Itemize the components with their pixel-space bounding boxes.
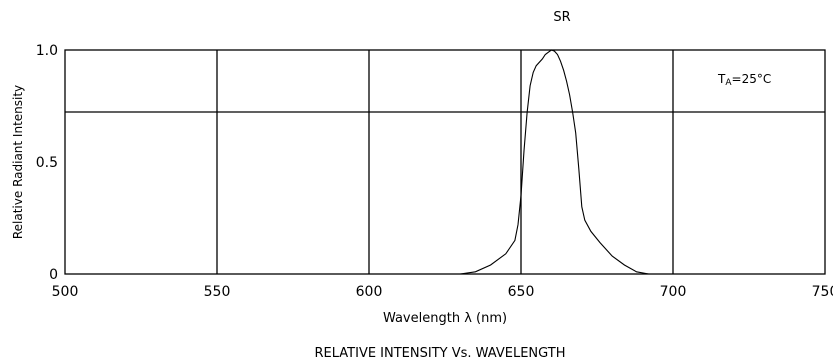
grid-lines [65,50,825,274]
x-tick-label-750: 750 [812,284,833,300]
x-tick-label-650: 650 [508,284,535,300]
x-tick-label-550: 550 [204,284,231,300]
x-tick-label-600: 600 [356,284,383,300]
y-tick-label-0_5: 0.5 [36,155,58,171]
x-axis-label: Wavelength λ (nm) [383,311,507,326]
x-tick-label-500: 500 [52,284,79,300]
intensity-curve [460,49,649,275]
y-tick-label-0: 0 [49,267,58,283]
chart-title: RELATIVE INTENSITY Vs. WAVELENGTH [315,346,566,361]
plot-frame [64,49,826,275]
temperature-annotation: TA=25°C [717,72,771,88]
x-tick-label-700: 700 [660,284,687,300]
y-tick-label-1: 1.0 [36,43,58,59]
series-label: SR [553,10,570,25]
tick-labels: 500 550 600 650 700 750 0 0.5 1.0 [36,43,833,300]
y-axis-label: Relative Radiant Intensity [11,85,25,239]
